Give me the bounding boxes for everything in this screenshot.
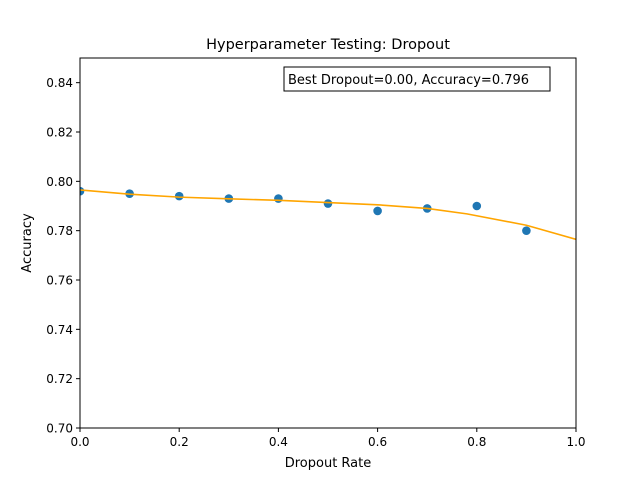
- data-point: [522, 226, 531, 235]
- data-point: [174, 191, 184, 201]
- data-point: [323, 199, 333, 208]
- best-annotation: Best Dropout=0.00, Accuracy=0.796: [283, 66, 551, 92]
- data-point: [274, 194, 283, 203]
- x-tick-label: 0.4: [269, 435, 288, 449]
- x-axis: 0.0 0.2 0.4 0.6 0.8 1.0: [70, 428, 586, 449]
- x-tick-label: 0.8: [467, 435, 486, 449]
- data-point: [80, 186, 85, 196]
- y-tick-label: 0.80: [46, 175, 73, 189]
- fit-line: [80, 189, 576, 241]
- data-point: [373, 206, 382, 216]
- y-axis: 0.70 0.72 0.74 0.76 0.78 0.80 0.82 0.84: [46, 76, 80, 436]
- chart-title: Hyperparameter Testing: Dropout: [206, 37, 450, 53]
- y-tick-label: 0.84: [46, 76, 73, 90]
- y-tick-label: 0.76: [46, 274, 73, 288]
- x-tick-label: 0.2: [170, 435, 189, 449]
- x-tick-label: 0.0: [70, 435, 89, 449]
- annotation-text: Best Dropout=0.00, Accuracy=0.796: [288, 73, 529, 88]
- annotation-box: [283, 66, 551, 92]
- x-tick-label: 0.6: [368, 435, 387, 449]
- x-axis-label: Dropout Rate: [285, 456, 372, 471]
- data-point: [472, 201, 482, 211]
- y-tick-label: 0.82: [46, 126, 73, 140]
- plot-area: [80, 186, 576, 241]
- y-tick-label: 0.72: [46, 372, 73, 386]
- y-tick-label: 0.74: [46, 323, 73, 337]
- plot-frame: [79, 57, 577, 429]
- y-axis-label: Accuracy: [20, 213, 35, 273]
- y-tick-label: 0.70: [46, 422, 73, 436]
- x-tick-label: 1.0: [566, 435, 585, 449]
- y-tick-label: 0.78: [46, 224, 73, 238]
